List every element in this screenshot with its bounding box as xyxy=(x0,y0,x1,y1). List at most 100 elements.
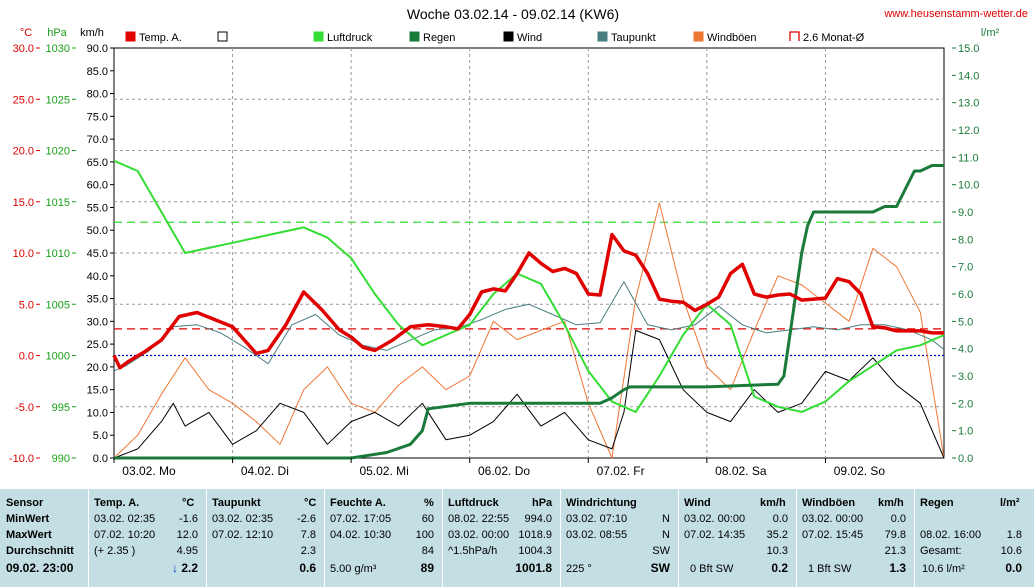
hum-avg-val: 84 xyxy=(421,545,434,557)
x-tick-label: 09.02. So xyxy=(834,464,886,478)
dir-degree-note: 225 ° xyxy=(566,563,592,575)
pressure-axis-tick-label: 995 xyxy=(52,402,70,414)
hum-max-time: 04.02. 10:30 xyxy=(330,529,392,541)
rain-axis-tick-label: 10.0 xyxy=(958,180,979,192)
dew-title: Taupunkt xyxy=(212,497,261,509)
wind-last-val: 0.2 xyxy=(771,561,788,575)
legend-swatch xyxy=(125,31,136,42)
dew-min-time: 03.02. 02:35 xyxy=(212,513,274,525)
hum-last-val: 89 xyxy=(420,561,434,575)
row-label-max: MaxWert xyxy=(6,529,52,541)
temp-axis-tick-label: 10.0 xyxy=(13,248,34,260)
temp-title: Temp. A. xyxy=(94,497,140,509)
gust-min-time: 03.02. 00:00 xyxy=(802,513,864,525)
dir-max-time: 03.02. 08:55 xyxy=(566,529,628,541)
x-tick-label: 07.02. Fr xyxy=(597,464,645,478)
pressure-axis-tick-label: 1020 xyxy=(46,146,70,158)
legend-label: Wind xyxy=(517,32,542,44)
rain-axis-tick-label: 13.0 xyxy=(958,98,979,110)
x-tick-label: 06.02. Do xyxy=(478,464,530,478)
rain-title: Regen xyxy=(920,497,954,509)
series-line-taupunkt xyxy=(113,281,945,372)
rain-axis-tick-label: 15.0 xyxy=(958,43,979,55)
legend-swatch xyxy=(597,31,608,42)
dir-min-time: 03.02. 07:10 xyxy=(566,513,628,525)
wind-max-time: 07.02. 14:35 xyxy=(684,529,746,541)
series-line-temp-a- xyxy=(112,232,944,370)
pressure-axis-tick-label: 1030 xyxy=(46,43,70,55)
weather-chart: Woche 03.02.14 - 09.02.14 (KW6) www.heus… xyxy=(9,6,1028,478)
pressure-axis-tick-label: 1000 xyxy=(46,351,70,363)
gust-max-val: 79.8 xyxy=(884,529,906,541)
wind-axis-tick-label: 5.0 xyxy=(93,430,108,442)
temp-min-val: -1.6 xyxy=(179,513,198,525)
hum-abs-note: 5.00 g/m³ xyxy=(330,563,377,575)
row-label-avg: Durchschnitt xyxy=(6,545,74,557)
rain-total-val: 10.6 xyxy=(1000,545,1022,557)
site-link[interactable]: www.heusenstamm-wetter.de xyxy=(883,8,1028,20)
legend-swatch xyxy=(503,31,514,42)
gust-title: Windböen xyxy=(802,497,856,509)
wind-axis-tick-label: 50.0 xyxy=(87,225,108,237)
temp-last-val: 2.2 xyxy=(181,561,198,575)
wind-axis-tick-label: 85.0 xyxy=(87,66,108,78)
unit-temp: °C xyxy=(20,27,32,39)
wind-axis-tick-label: 35.0 xyxy=(87,294,108,306)
gust-min-val: 0.0 xyxy=(890,513,906,525)
temp-axis-tick-label: 25.0 xyxy=(13,94,34,106)
rain-axis-tick-label: 5.0 xyxy=(958,316,973,328)
series-line-luftdruck xyxy=(113,159,945,413)
hum-max-val: 100 xyxy=(415,529,434,541)
legend-label: Regen xyxy=(423,32,455,44)
temp-axis-tick-label: -10.0 xyxy=(9,453,34,465)
wind-axis-tick-label: 60.0 xyxy=(87,180,108,192)
row-label-current: 09.02. 23:00 xyxy=(6,561,74,575)
press-trend-note: ^1.5hPa/h xyxy=(448,545,498,557)
unit-rain: l/m² xyxy=(981,27,1000,39)
wind-axis-tick-label: 40.0 xyxy=(87,271,108,283)
wind-avg-val: 10.3 xyxy=(766,545,788,557)
press-min-time: 08.02. 22:55 xyxy=(448,513,510,525)
rain-sum-note: 10.6 l/m² xyxy=(922,563,965,575)
legend-swatch xyxy=(789,31,800,41)
gust-max-time: 07.02. 15:45 xyxy=(802,529,864,541)
wind-axis-tick-label: 15.0 xyxy=(87,385,108,397)
wind-min-time: 03.02. 00:00 xyxy=(684,513,746,525)
rain-axis-tick-label: 1.0 xyxy=(958,426,973,438)
temp-axis-tick-label: -5.0 xyxy=(15,402,34,414)
wind-axis-tick-label: 20.0 xyxy=(87,362,108,374)
gust-avg-val: 21.3 xyxy=(884,545,906,557)
wind-max-val: 35.2 xyxy=(766,529,788,541)
pressure-axis-tick-label: 1025 xyxy=(46,94,70,106)
wind-axis-tick-label: 45.0 xyxy=(87,248,108,260)
rain-axis-tick-label: 9.0 xyxy=(958,207,973,219)
pressure-axis-tick-label: 1010 xyxy=(46,248,70,260)
temp-avg-note: (+ 2.35 ) xyxy=(94,545,136,557)
legend-label: Luftdruck xyxy=(327,32,373,44)
wind-axis-tick-label: 10.0 xyxy=(87,407,108,419)
press-min-val: 994.0 xyxy=(524,513,552,525)
dew-avg-val: 2.3 xyxy=(300,545,316,557)
rain-axis-tick-label: 4.0 xyxy=(958,344,973,356)
wind-bft-note: 0 Bft SW xyxy=(690,563,734,575)
series-line-windb-en xyxy=(113,202,945,459)
wind-axis-tick-label: 25.0 xyxy=(87,339,108,351)
dew-min-val: -2.6 xyxy=(297,513,316,525)
temp-min-time: 03.02. 02:35 xyxy=(94,513,156,525)
legend: Temp. A. Luftdruck Regen Wind Taupunkt Windbö… xyxy=(125,31,865,44)
legend-swatch xyxy=(217,31,228,42)
gust-unit: km/h xyxy=(878,497,904,509)
press-max-val: 1018.9 xyxy=(518,529,552,541)
rain-max-val: 1.8 xyxy=(1006,529,1022,541)
temp-max-time: 07.02. 10:20 xyxy=(94,529,156,541)
stats-panel: Sensor MinWert MaxWert Durchschnitt 09.0… xyxy=(0,489,1034,587)
hum-unit: % xyxy=(424,497,434,509)
gust-last-val: 1.3 xyxy=(889,561,906,575)
rain-axis-tick-label: 8.0 xyxy=(958,234,973,246)
x-tick-label: 03.02. Mo xyxy=(122,464,176,478)
pressure-axis-tick-label: 990 xyxy=(52,453,70,465)
legend-label: Windböen xyxy=(707,32,757,44)
stats-sensor-title: Sensor xyxy=(6,497,44,509)
hum-title: Feuchte A. xyxy=(330,497,386,509)
plot-area xyxy=(112,47,945,460)
